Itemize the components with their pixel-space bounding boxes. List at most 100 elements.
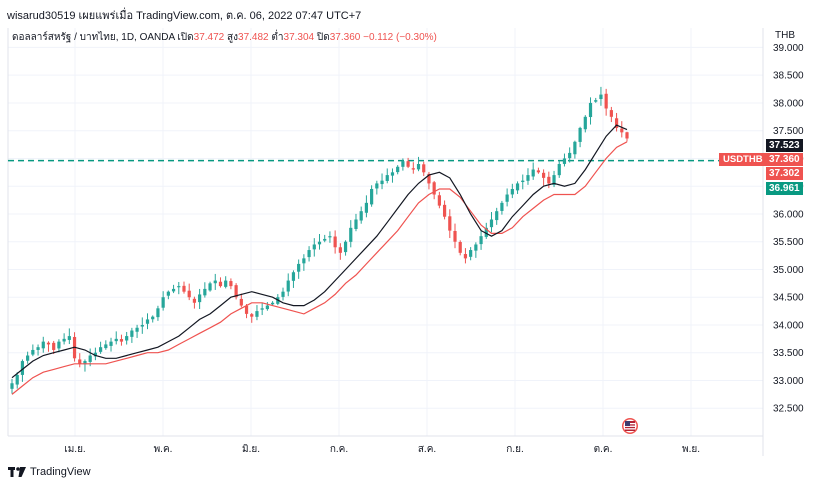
candle-body [515, 183, 520, 191]
tradingview-logo-icon [8, 466, 26, 477]
candle-body [265, 305, 269, 310]
candle-body [78, 359, 82, 364]
candle-body [317, 241, 322, 245]
candle-body [255, 311, 259, 317]
candle-body [15, 374, 19, 385]
candle-body [343, 241, 348, 253]
candle-body [109, 341, 113, 346]
moving-average-slow [11, 141, 628, 395]
moving-average-fast [11, 124, 628, 379]
candle-body [432, 182, 436, 195]
candle-body [385, 175, 389, 182]
legend-open: 37.472 [193, 32, 225, 43]
chart-grid [8, 28, 763, 436]
publish-header: wisarud30519 เผยแพร่เมื่อ TradingView.co… [7, 10, 362, 22]
candle-body [57, 341, 61, 349]
candle-body [52, 342, 56, 350]
candle-body [505, 194, 509, 202]
candle-body [609, 110, 613, 117]
candle-body [46, 342, 51, 345]
candle-body [151, 316, 155, 320]
time-tick-label: มิ.ย. [242, 444, 260, 455]
candle-body [442, 204, 447, 217]
candles [10, 86, 629, 394]
candle-body [474, 244, 478, 251]
price-tick-label: 36.000 [773, 209, 804, 220]
tradingview-logo[interactable]: TradingView [8, 466, 91, 478]
candle-body [557, 164, 561, 176]
candle-body [307, 250, 311, 258]
candle-body [177, 286, 181, 288]
symbol-tag: USDTHB [719, 153, 767, 166]
candle-body [401, 161, 405, 167]
last-price-tag: 37.360 [766, 153, 803, 166]
legend-high-label: สูง [227, 32, 239, 43]
candle-body [312, 244, 316, 250]
candle-body [500, 202, 504, 211]
candle-body [427, 173, 431, 184]
candle-body [31, 349, 35, 355]
candle-body [594, 100, 598, 102]
price-tick-label: 39.000 [773, 43, 804, 54]
candle-body [270, 302, 275, 305]
candle-body [140, 324, 144, 327]
candle-body [469, 250, 473, 257]
candle-body [526, 175, 530, 181]
candle-body [463, 254, 468, 259]
candle-body [114, 338, 118, 342]
candle-body [536, 170, 540, 173]
candle-body [416, 164, 421, 170]
candle-body [583, 116, 587, 130]
candle-body [286, 280, 290, 292]
candle-body [604, 93, 608, 109]
candle-body [453, 231, 457, 242]
candle-body [36, 347, 40, 350]
price-tick-label: 35.000 [773, 265, 804, 276]
time-tick-label: ส.ค. [418, 444, 436, 455]
candle-body [244, 305, 249, 314]
currency-label: THB [775, 30, 795, 41]
candle-body [510, 188, 514, 195]
candle-body [521, 180, 525, 183]
price-tick-label: 34.500 [773, 293, 804, 304]
candle-body [547, 176, 551, 184]
price-axis-ticks: 39.00038.50038.00037.50037.00036.50036.0… [773, 43, 804, 415]
legend-low: 37.304 [283, 32, 315, 43]
legend-open-label: เปิด [177, 32, 194, 43]
candle-body [145, 319, 150, 324]
candle-body [354, 219, 358, 229]
candle-body [229, 281, 233, 287]
candle-body [192, 298, 197, 303]
ma-slow-price-tag: 37.302 [766, 167, 803, 180]
candle-body [495, 211, 499, 221]
candle-body [166, 291, 170, 296]
candle-body [93, 352, 97, 357]
us-flag-icon[interactable] [622, 418, 638, 434]
candle-body [135, 327, 139, 332]
candle-body [479, 236, 483, 245]
candle-body [119, 339, 124, 342]
candle-body [26, 355, 30, 361]
candle-body [625, 132, 629, 139]
candle-body [411, 168, 415, 170]
candle-body [578, 127, 582, 142]
price-tick-label: 33.000 [773, 376, 804, 387]
candle-body [156, 308, 160, 318]
legend-high: 37.482 [238, 32, 269, 43]
candle-body [323, 238, 327, 241]
candle-body [614, 118, 619, 128]
candle-body [130, 330, 134, 337]
candle-body [260, 308, 264, 310]
time-tick-label: พ.ค. [154, 444, 173, 455]
candle-body [364, 202, 369, 213]
candle-body [10, 383, 14, 389]
ma-fast-price-tag: 37.523 [766, 139, 803, 152]
candle-body [542, 172, 546, 178]
candle-body [182, 285, 186, 292]
candle-body [349, 227, 353, 242]
candle-body [234, 285, 238, 298]
time-tick-label: ต.ค. [594, 444, 613, 455]
candle-body [458, 242, 462, 253]
candle-body [291, 272, 296, 281]
